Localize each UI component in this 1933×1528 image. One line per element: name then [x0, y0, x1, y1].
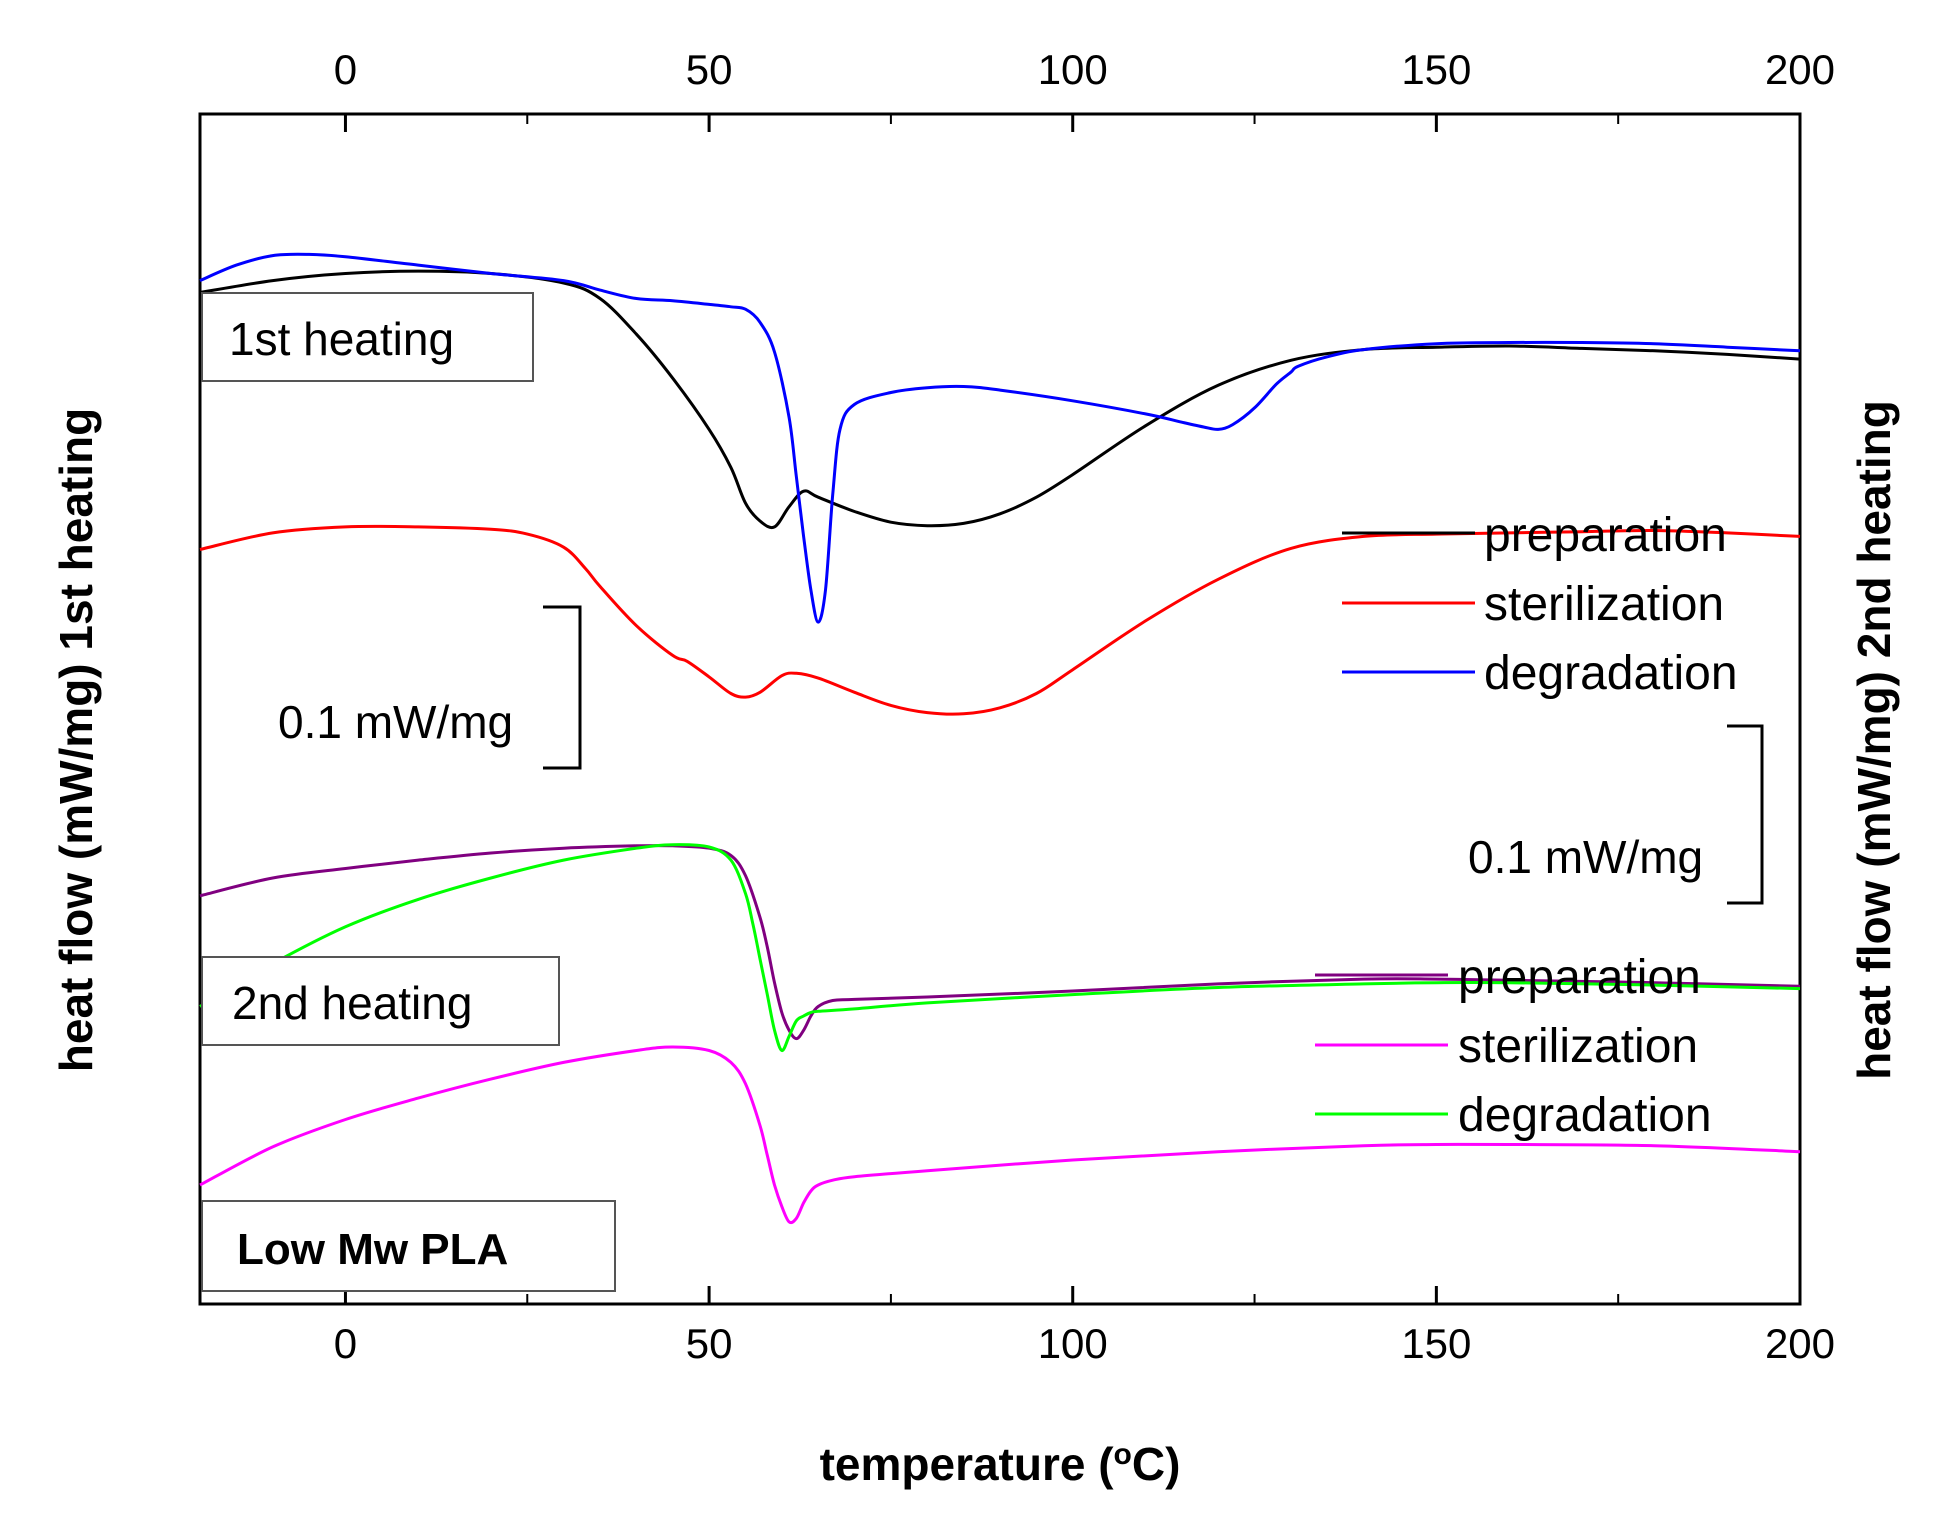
- legend-label-sterilization-2: sterilization: [1458, 1020, 1698, 1073]
- left-scale-bar: 0.1 mW/mg: [278, 605, 582, 770]
- legend-first-heating: preparation sterilization degradation: [1342, 509, 1738, 700]
- second-heating-label: 2nd heating: [232, 977, 472, 1029]
- series-line-first-heating-degradation: [199, 252, 1801, 624]
- x-tick-label-top-1: 50: [686, 46, 733, 93]
- series-lines: [199, 252, 1801, 1225]
- right-scale-bar: 0.1 mW/mg: [1468, 724, 1764, 905]
- x-tick-label-bottom-2: 100: [1038, 1320, 1108, 1367]
- legend-label-degradation-2: degradation: [1458, 1089, 1712, 1142]
- first-heating-label-box: 1st heating: [201, 292, 534, 382]
- series-line-first-heating-preparation: [199, 269, 1801, 530]
- axis-ticks: [343, 114, 1802, 1304]
- sample-label-box: Low Mw PLA: [201, 1200, 616, 1292]
- legend-label-sterilization-1: sterilization: [1484, 578, 1724, 631]
- series-line-first-heating-sterilization: [199, 524, 1801, 716]
- series-line-second-heating-preparation: [199, 844, 1801, 1041]
- series-line-second-heating-sterilization: [199, 1045, 1801, 1225]
- x-tick-label-top-4: 200: [1765, 46, 1835, 93]
- x-tick-label-top-0: 0: [334, 46, 357, 93]
- left-scale-label: 0.1 mW/mg: [278, 696, 513, 748]
- first-heating-label: 1st heating: [229, 313, 454, 365]
- plot-frame: [198, 112, 1802, 1306]
- top-tick-labels: 0 50 100 150 200: [334, 46, 1835, 93]
- legend-label-degradation-1: degradation: [1484, 647, 1738, 700]
- x-tick-label-bottom-3: 150: [1401, 1320, 1471, 1367]
- right-y-axis-title: heat flow (mW/mg) 2nd heating: [1848, 400, 1900, 1080]
- x-tick-label-bottom-0: 0: [334, 1320, 357, 1367]
- sample-label: Low Mw PLA: [237, 1225, 508, 1274]
- legend-label-preparation-1: preparation: [1484, 509, 1727, 562]
- x-tick-label-top-3: 150: [1401, 46, 1471, 93]
- bottom-tick-labels: 0 50 100 150 200: [334, 1320, 1835, 1367]
- x-axis-title: temperature (oC): [820, 1438, 1181, 1491]
- second-heating-label-box: 2nd heating: [201, 956, 560, 1046]
- x-tick-label-bottom-1: 50: [686, 1320, 733, 1367]
- x-tick-label-bottom-4: 200: [1765, 1320, 1835, 1367]
- left-y-axis-title: heat flow (mW/mg) 1st heating: [50, 408, 102, 1072]
- x-tick-label-top-2: 100: [1038, 46, 1108, 93]
- legend-label-preparation-2: preparation: [1458, 951, 1701, 1004]
- series-line-second-heating-degradation: [199, 843, 1801, 1052]
- right-scale-label: 0.1 mW/mg: [1468, 831, 1703, 883]
- legend-second-heating: preparation sterilization degradation: [1315, 951, 1712, 1142]
